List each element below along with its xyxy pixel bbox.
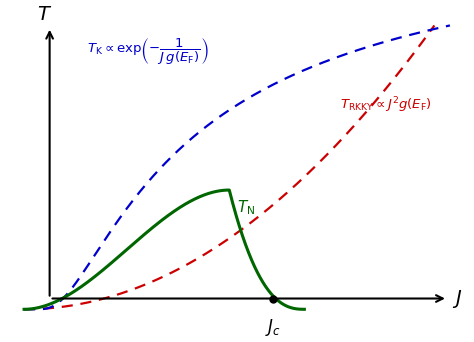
Text: $J$: $J$ [453, 288, 463, 310]
Text: $T_{\mathrm{N}}$: $T_{\mathrm{N}}$ [237, 198, 255, 217]
Text: $J_c$: $J_c$ [264, 317, 281, 338]
Text: $T_{\mathrm{RKKY}}\propto J^{2}g(E_{\mathrm{F}})$: $T_{\mathrm{RKKY}}\propto J^{2}g(E_{\mat… [340, 95, 432, 115]
Text: $T$: $T$ [37, 5, 53, 24]
Text: $T_{\mathrm{K}}\propto\exp\!\left(-\dfrac{1}{J\,g(E_{\mathrm{F}})}\right)$: $T_{\mathrm{K}}\propto\exp\!\left(-\dfra… [87, 37, 209, 67]
